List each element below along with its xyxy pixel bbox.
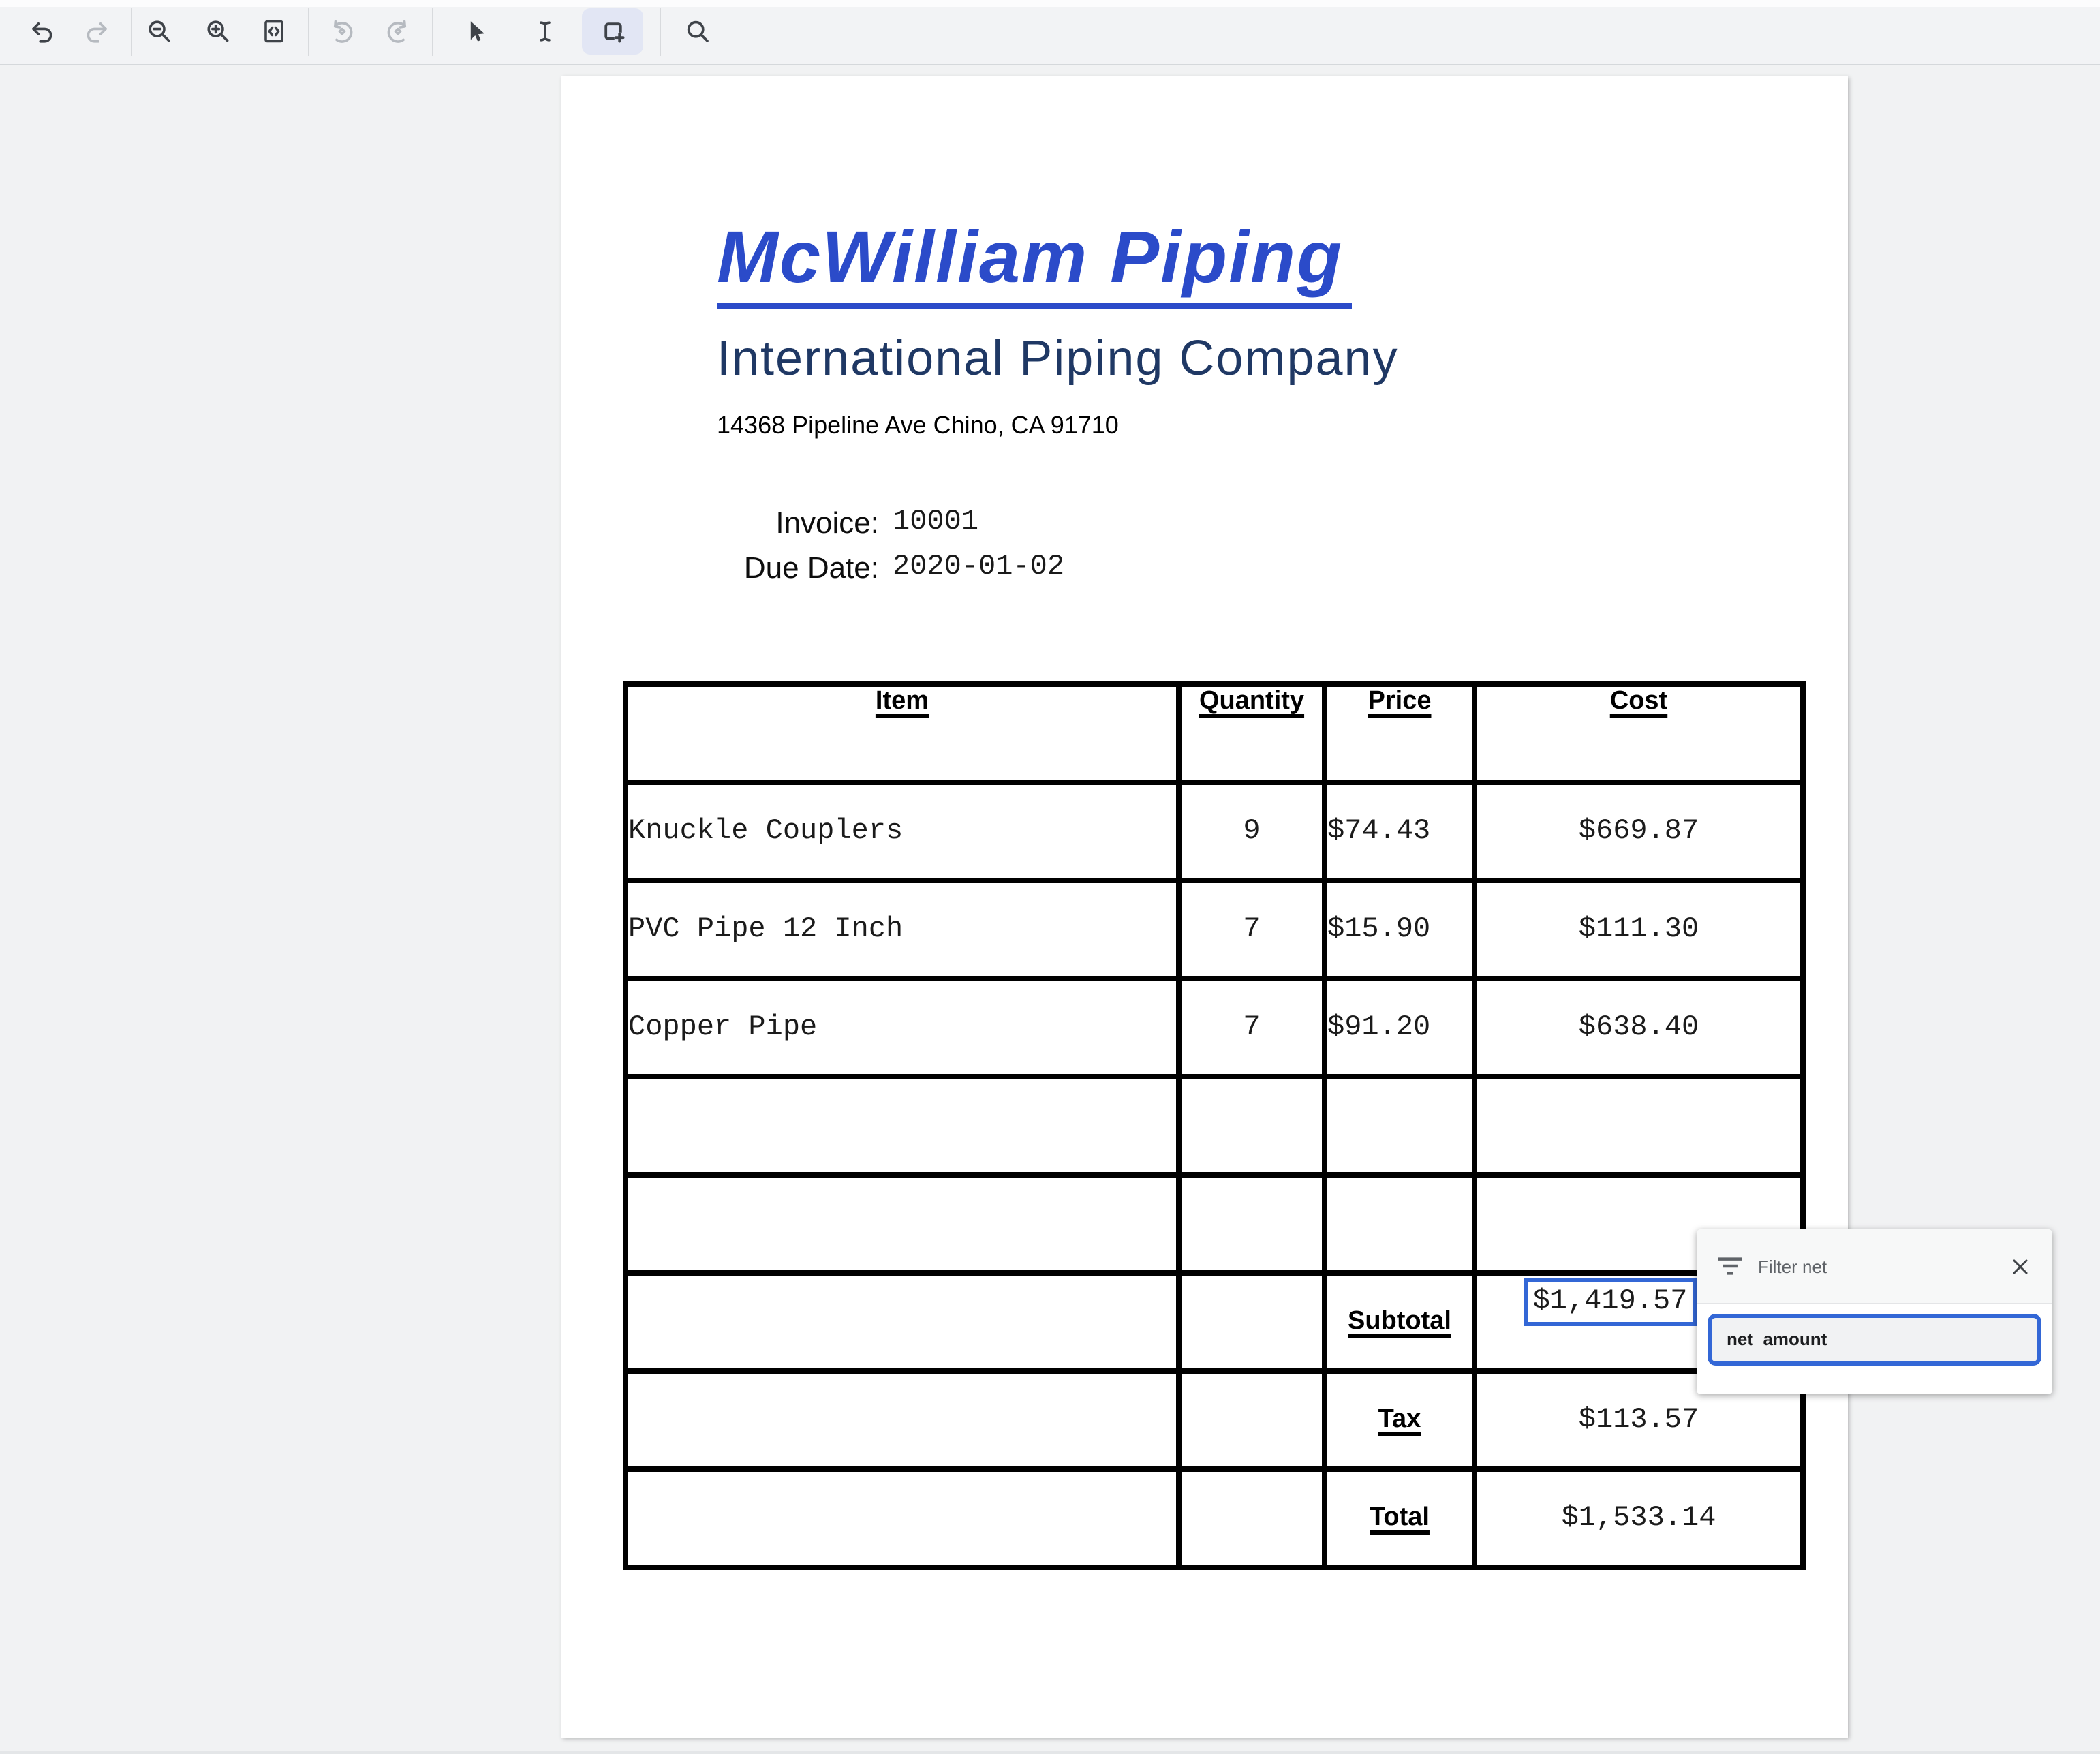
- filter-popup-header: Filter net: [1697, 1229, 2052, 1304]
- toolbar-divider: [660, 8, 661, 56]
- item-price: $15.90: [1322, 878, 1477, 981]
- item-quantity: 9: [1176, 780, 1327, 883]
- total-label: Total: [1322, 1466, 1477, 1570]
- filter-icon: [1718, 1257, 1742, 1276]
- toolbar-divider: [308, 8, 309, 56]
- text-select-icon[interactable]: [531, 18, 559, 45]
- filter-popup-title: Filter net: [1758, 1256, 1827, 1276]
- close-icon[interactable]: [2010, 1256, 2030, 1276]
- column-header-cost: Cost: [1472, 681, 1806, 785]
- toolbar-divider: [131, 8, 132, 56]
- subtotal-row: Subtotal $1,419.57: [623, 1270, 1806, 1374]
- tax-row: Tax $113.57: [623, 1368, 1806, 1472]
- company-subtitle: International Piping Company: [717, 330, 1399, 386]
- fit-to-view-icon[interactable]: [260, 18, 288, 45]
- table-header-row: Item Quantity Price Cost: [623, 681, 1806, 785]
- toolbar: [0, 0, 2100, 65]
- pointer-select-icon[interactable]: [462, 18, 489, 45]
- rotate-left-icon[interactable]: [328, 18, 356, 45]
- empty-table-row: [623, 1074, 1806, 1178]
- selected-tool-highlight: [582, 8, 643, 55]
- table-row: Knuckle Couplers 9 $74.43 $669.87: [623, 780, 1806, 883]
- undo-icon[interactable]: [29, 18, 56, 45]
- total-value: $1,533.14: [1472, 1466, 1806, 1570]
- item-cost: $111.30: [1472, 878, 1806, 981]
- filter-field-option[interactable]: net_amount: [1708, 1314, 2041, 1366]
- column-header-quantity: Quantity: [1176, 681, 1327, 785]
- column-header-price: Price: [1322, 681, 1477, 785]
- filter-popup: Filter net net_amount: [1697, 1229, 2052, 1394]
- item-price: $74.43: [1322, 780, 1477, 883]
- item-price: $91.20: [1322, 976, 1477, 1079]
- table-row: PVC Pipe 12 Inch 7 $15.90 $111.30: [623, 878, 1806, 981]
- due-date-label: Due Date:: [743, 551, 879, 585]
- invoice-label: Invoice:: [775, 506, 879, 540]
- invoice-table: Item Quantity Price Cost Knuckle Coupler…: [623, 681, 1806, 1570]
- tax-label: Tax: [1322, 1368, 1477, 1472]
- due-date-value: 2020-01-02: [893, 552, 1065, 583]
- company-address: 14368 Pipeline Ave Chino, CA 91710: [717, 412, 1119, 439]
- company-name: McWilliam Piping: [717, 215, 1352, 309]
- zoom-out-icon[interactable]: [146, 18, 173, 45]
- zoom-in-icon[interactable]: [204, 18, 232, 45]
- empty-table-row: [623, 1172, 1806, 1276]
- subtotal-value-selection[interactable]: $1,419.57: [1524, 1278, 1697, 1326]
- column-header-item: Item: [623, 681, 1182, 785]
- invoice-meta: Invoice: 10001 Due Date: 2020-01-02: [717, 500, 1848, 590]
- item-cost: $669.87: [1472, 780, 1806, 883]
- invoice-page: McWilliam Piping International Piping Co…: [561, 76, 1848, 1738]
- table-row: Copper Pipe 7 $91.20 $638.40: [623, 976, 1806, 1079]
- total-row: Total $1,533.14: [623, 1466, 1806, 1570]
- item-quantity: 7: [1176, 976, 1327, 1079]
- rotate-right-icon[interactable]: [384, 18, 412, 45]
- item-quantity: 7: [1176, 878, 1327, 981]
- item-name: Copper Pipe: [623, 976, 1182, 1079]
- subtotal-label: Subtotal: [1322, 1270, 1477, 1374]
- window-bottom-edge: [0, 1751, 2100, 1754]
- toolbar-divider: [432, 8, 433, 56]
- add-region-icon[interactable]: [600, 18, 627, 45]
- document-canvas: McWilliam Piping International Piping Co…: [0, 65, 2100, 1754]
- search-icon[interactable]: [684, 18, 711, 45]
- item-name: Knuckle Couplers: [623, 780, 1182, 883]
- invoice-number: 10001: [893, 507, 979, 538]
- item-cost: $638.40: [1472, 976, 1806, 1079]
- item-name: PVC Pipe 12 Inch: [623, 878, 1182, 981]
- redo-icon[interactable]: [83, 18, 110, 45]
